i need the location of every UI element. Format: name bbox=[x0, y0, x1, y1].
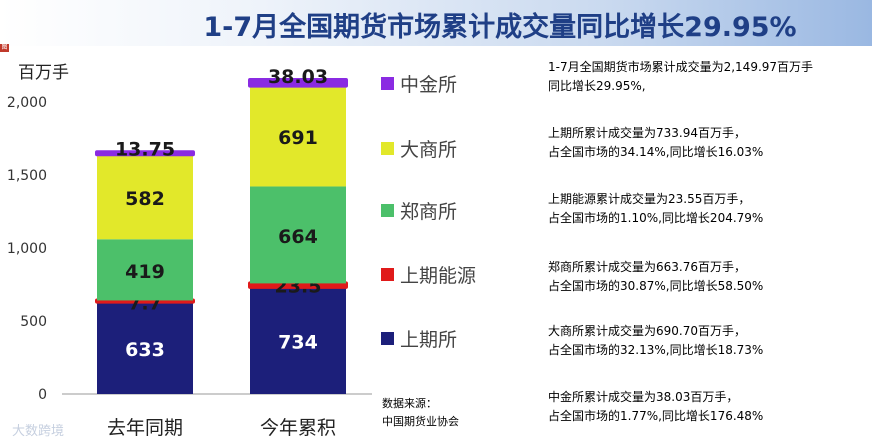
note-ine: 上期能源累计成交量为23.55百万手， 占全国市场的1.10%,同比增长204.… bbox=[548, 190, 763, 228]
x-tick-label: 去年同期 bbox=[107, 417, 183, 439]
note-line: 1-7月全国期货市场累计成交量为2,149.97百万手 bbox=[548, 60, 814, 74]
legend-label: 郑商所 bbox=[400, 201, 457, 223]
data-label: 582 bbox=[125, 188, 165, 210]
legend-swatch bbox=[381, 77, 394, 90]
bar-segment bbox=[97, 154, 193, 240]
data-label: 633 bbox=[125, 339, 165, 361]
data-label: 38.03 bbox=[268, 66, 328, 88]
bar-segment bbox=[95, 150, 195, 157]
data-label: 13.75 bbox=[115, 138, 175, 160]
note-shfe: 上期所累计成交量为733.94百万手， 占全国市场的34.14%,同比增长16.… bbox=[548, 124, 763, 162]
legend-label: 中金所 bbox=[400, 74, 457, 96]
note-line: 中金所累计成交量为38.03百万手， bbox=[548, 390, 739, 404]
data-label: 664 bbox=[278, 226, 318, 248]
data-label: 734 bbox=[278, 331, 318, 353]
note-line: 上期能源累计成交量为23.55百万手， bbox=[548, 192, 751, 206]
data-label: 691 bbox=[278, 127, 318, 149]
y-tick-label: 0 bbox=[38, 387, 47, 403]
data-source-name: 中国期货业协会 bbox=[382, 415, 459, 428]
note-line: 上期所累计成交量为733.94百万手， bbox=[548, 126, 746, 140]
title-bar bbox=[0, 0, 872, 46]
note-cffex: 中金所累计成交量为38.03百万手， 占全国市场的1.77%,同比增长176.4… bbox=[548, 388, 763, 426]
y-tick-label: 2,000 bbox=[7, 95, 47, 111]
bar-segment bbox=[250, 85, 346, 187]
legend-label: 上期所 bbox=[400, 329, 457, 351]
note-czce: 郑商所累计成交量为663.76百万手， 占全国市场的30.87%,同比增长58.… bbox=[548, 258, 763, 296]
y-tick-label: 1,000 bbox=[7, 241, 47, 257]
bar-segment bbox=[250, 186, 346, 284]
bar-segment bbox=[97, 301, 193, 394]
bar-segment bbox=[250, 286, 346, 394]
note-line: 占全国市场的1.77%,同比增长176.48% bbox=[548, 409, 764, 423]
page-title: 1-7月全国期货市场累计成交量同比增长29.95% bbox=[203, 12, 797, 43]
x-tick-label: 今年累积 bbox=[260, 417, 336, 439]
note-line: 占全国市场的1.10%,同比增长204.79% bbox=[548, 211, 764, 225]
y-tick-label: 500 bbox=[20, 314, 47, 330]
watermark-logo: 大数跨境 bbox=[12, 424, 65, 439]
y-tick-label: 1,500 bbox=[7, 168, 47, 184]
y-axis-unit-label: 百万手 bbox=[18, 63, 69, 83]
note-line: 占全国市场的34.14%,同比增长16.03% bbox=[548, 145, 764, 159]
legend-swatch bbox=[381, 142, 394, 155]
data-source: 数据来源： 中国期货业协会 bbox=[382, 395, 459, 431]
legend-swatch bbox=[381, 268, 394, 281]
note-line: 占全国市场的30.87%,同比增长58.50% bbox=[548, 279, 764, 293]
legend-label: 大商所 bbox=[400, 139, 457, 161]
legend-label: 上期能源 bbox=[400, 265, 476, 287]
data-label: 419 bbox=[125, 261, 165, 283]
legend-swatch bbox=[381, 204, 394, 217]
note-line: 占全国市场的32.13%,同比增长18.73% bbox=[548, 343, 764, 357]
note-total: 1-7月全国期货市场累计成交量为2,149.97百万手 同比增长29.95%, bbox=[548, 58, 813, 96]
legend-swatch bbox=[381, 332, 394, 345]
note-line: 同比增长29.95%, bbox=[548, 79, 646, 93]
note-dce: 大商所累计成交量为690.70百万手， 占全国市场的32.13%,同比增长18.… bbox=[548, 322, 763, 360]
data-source-label: 数据来源： bbox=[382, 397, 437, 410]
corner-mark: 图 bbox=[0, 44, 9, 52]
bar-segment bbox=[248, 78, 348, 88]
note-line: 大商所累计成交量为690.70百万手， bbox=[548, 324, 746, 338]
note-line: 郑商所累计成交量为663.76百万手， bbox=[548, 260, 746, 274]
bar-segment bbox=[97, 239, 193, 301]
